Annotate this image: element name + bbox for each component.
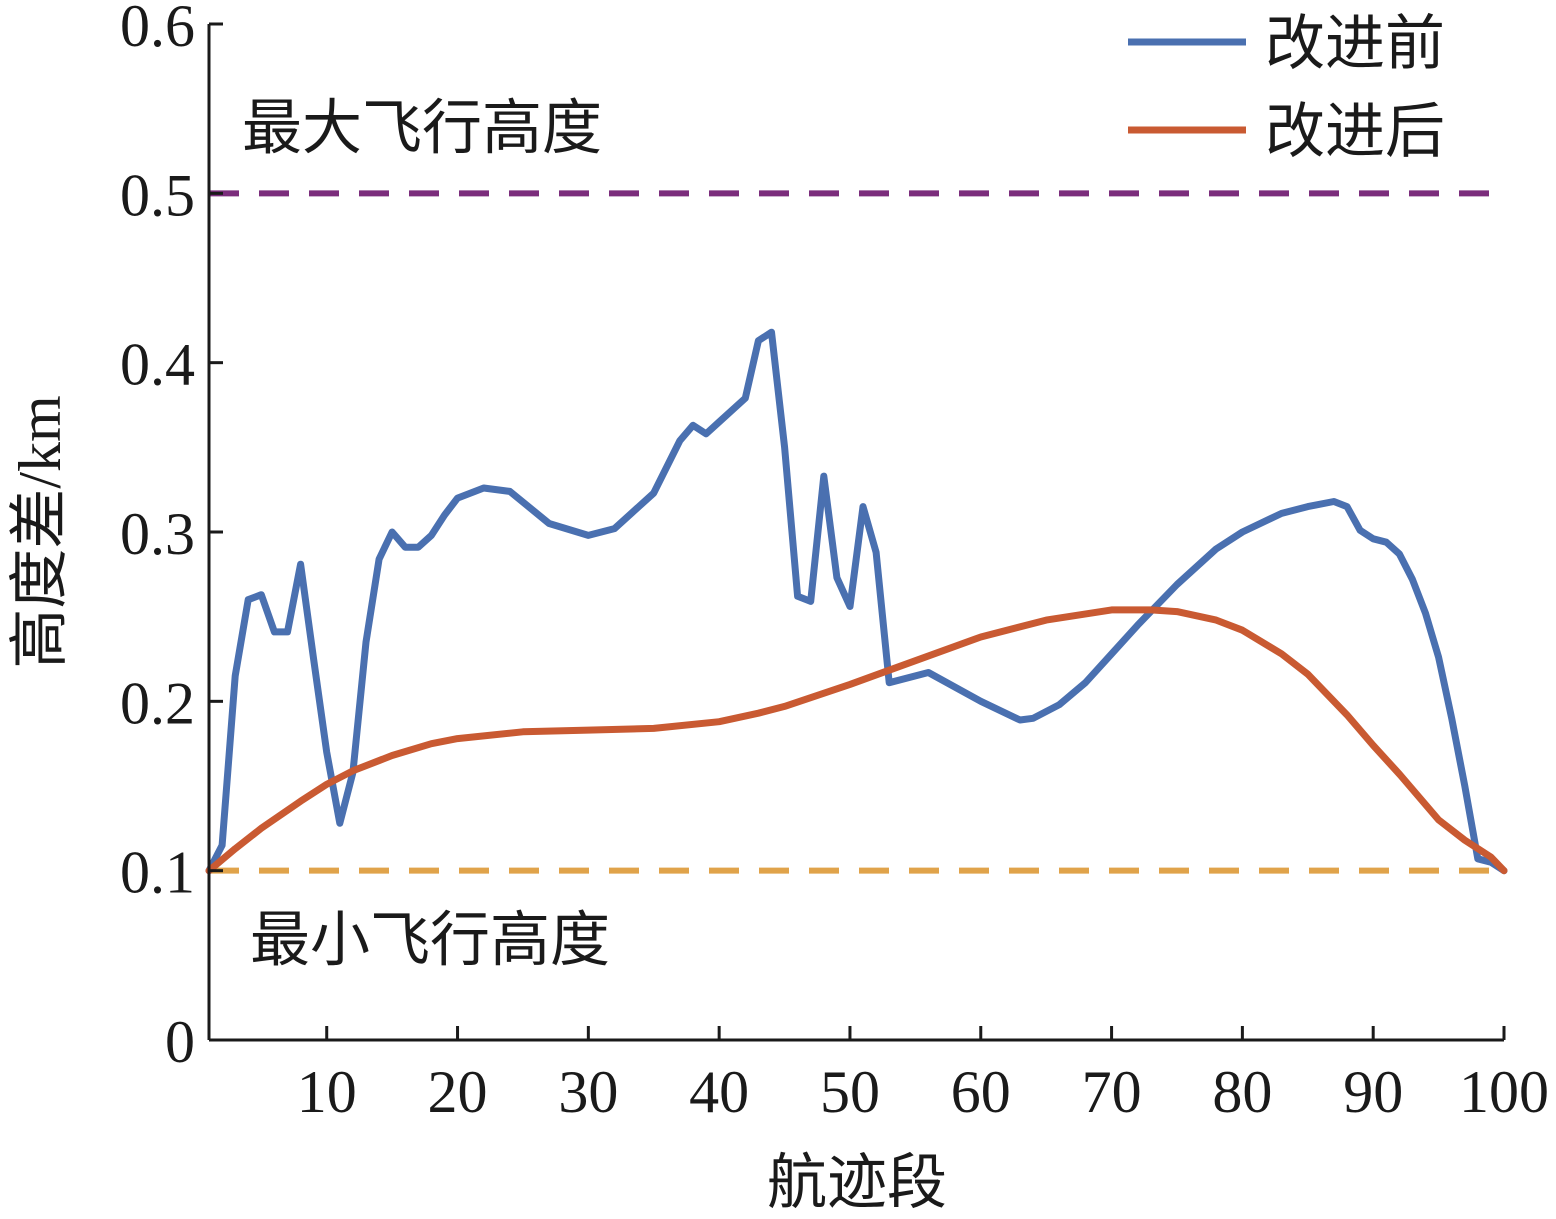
x-tick-label: 100 [1459, 1059, 1549, 1125]
legend-label: 改进前 [1265, 11, 1445, 77]
x-tick-label: 50 [820, 1059, 880, 1125]
y-tick-label: 0.1 [120, 840, 195, 906]
x-tick-label: 30 [558, 1059, 618, 1125]
x-tick-label: 80 [1212, 1059, 1272, 1125]
y-tick-label: 0.6 [120, 0, 195, 59]
y-ticks: 0 0.1 0.2 0.3 0.4 0.5 0.6 [120, 0, 223, 1075]
y-tick-label: 0.2 [120, 670, 195, 736]
y-tick-label: 0 [165, 1009, 195, 1075]
x-ticks: 10 20 30 40 50 60 70 80 90 100 [297, 1026, 1549, 1125]
reference-lines [209, 190, 1504, 874]
x-tick-label: 90 [1343, 1059, 1403, 1125]
x-tick-label: 20 [428, 1059, 488, 1125]
y-tick-label: 0.5 [120, 162, 195, 228]
y-axis-label: 高度差/km [7, 395, 73, 668]
legend-label: 改进后 [1265, 99, 1445, 165]
series-line [205, 328, 1508, 875]
series-line [205, 606, 1508, 875]
y-tick-label: 0.3 [120, 501, 195, 567]
x-tick-label: 40 [689, 1059, 749, 1125]
x-tick-label: 10 [297, 1059, 357, 1125]
y-tick-label: 0.4 [120, 332, 195, 398]
x-tick-label: 60 [951, 1059, 1011, 1125]
x-tick-label: 70 [1082, 1059, 1142, 1125]
x-axis-label: 航迹段 [767, 1150, 947, 1216]
series-layer [205, 328, 1508, 875]
reference-line-label: 最大飞行高度 [242, 95, 602, 161]
reference-line-label: 最小飞行高度 [250, 908, 610, 974]
